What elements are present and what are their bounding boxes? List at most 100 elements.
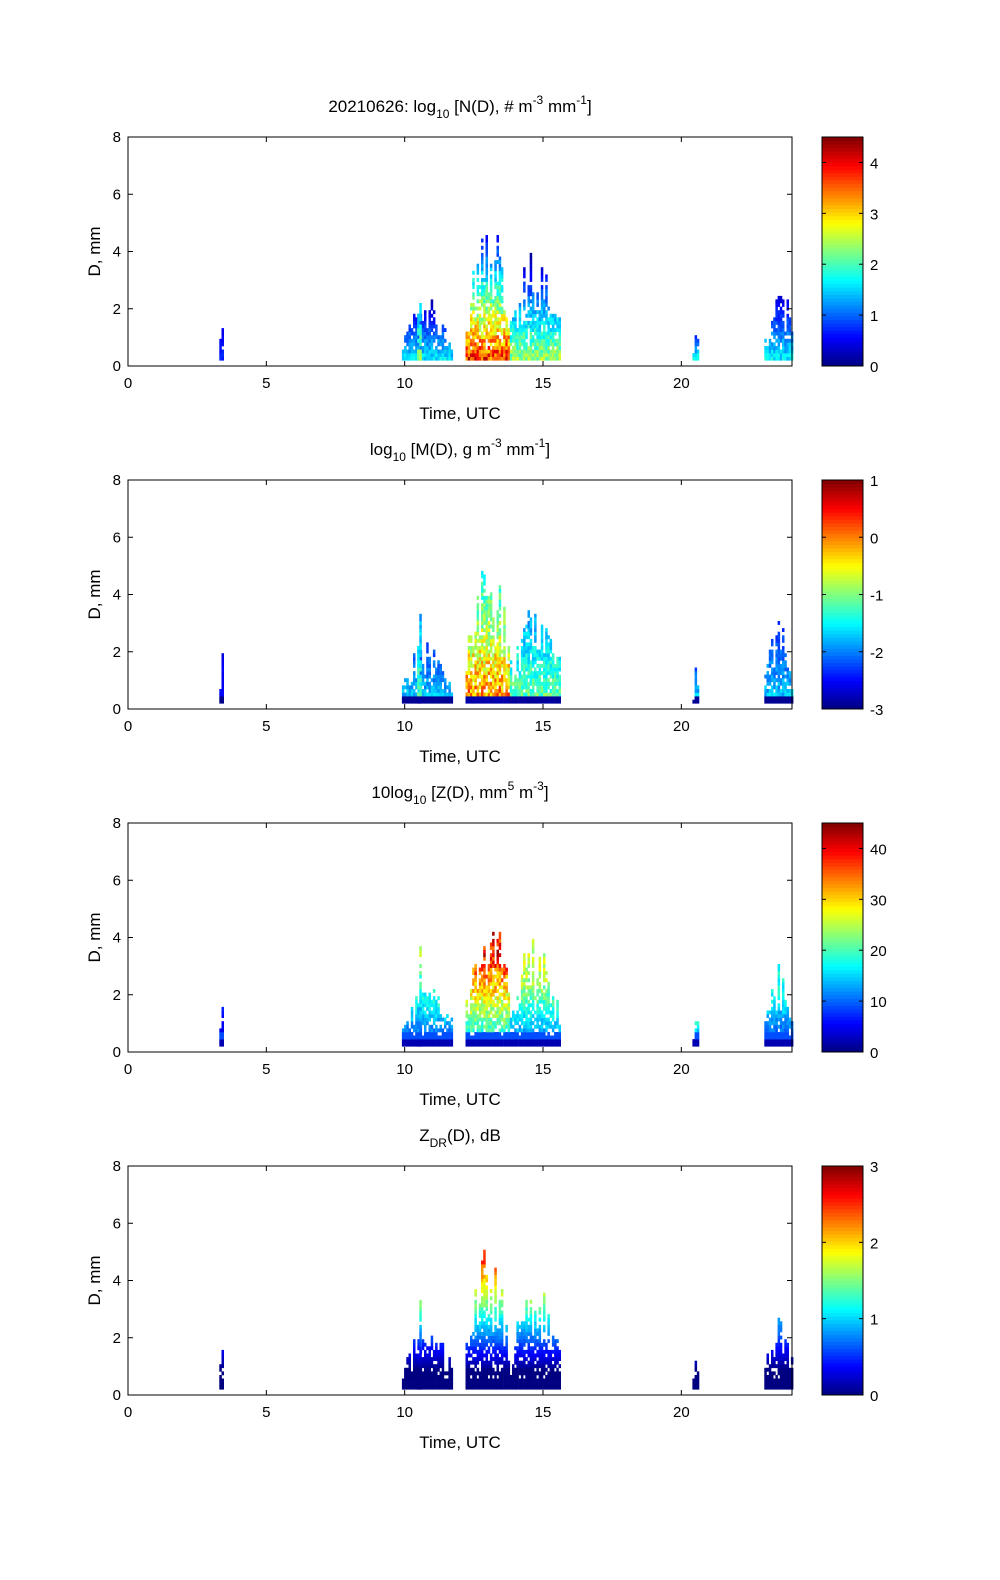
heatmap-cell [496, 1385, 499, 1390]
heatmap-cell [554, 1375, 557, 1379]
heatmap-cell [498, 978, 502, 983]
heatmap-cell [450, 356, 454, 361]
colorbar-segment [822, 1327, 863, 1332]
heatmap-cell [221, 1014, 224, 1018]
colorbar-segment [822, 1384, 863, 1389]
heatmap-cell [428, 1375, 431, 1379]
heatmap-cell [784, 1028, 787, 1033]
heatmap-cell [476, 313, 480, 318]
heatmap-cell [494, 281, 497, 286]
heatmap-cell [444, 692, 447, 697]
heatmap-cell [413, 1342, 416, 1347]
colorbar-segment [822, 519, 863, 524]
heatmap-cell [219, 356, 222, 361]
colorbar-segment [822, 255, 863, 260]
heatmap-cell [775, 1014, 778, 1018]
heatmap-cell [784, 1378, 787, 1383]
heatmap-cell [527, 1332, 530, 1336]
heatmap-cell [554, 685, 557, 690]
heatmap-cell [494, 274, 497, 279]
heatmap-cell [465, 696, 468, 700]
heatmap-cell [489, 967, 493, 972]
heatmap-cell [483, 656, 486, 661]
heatmap-cell [507, 674, 511, 679]
heatmap-cell [692, 1382, 695, 1386]
heatmap-cell [478, 292, 482, 297]
heatmap-cell [419, 999, 422, 1004]
heatmap-cell [777, 324, 781, 329]
heatmap-cell [512, 338, 515, 343]
heatmap-cell [534, 674, 537, 679]
heatmap-cell [478, 1328, 482, 1333]
heatmap-cell [485, 617, 488, 622]
heatmap-cell [419, 631, 422, 636]
heatmap-cell [424, 338, 427, 343]
colorbar-segment [822, 1352, 863, 1357]
heatmap-cell [536, 696, 539, 700]
colorbar-segment [822, 916, 863, 921]
heatmap-cell [525, 1332, 528, 1336]
heatmap-cell [439, 1014, 442, 1018]
heatmap-cell [782, 1003, 785, 1008]
heatmap-cell [421, 696, 425, 700]
heatmap-cell [516, 1335, 519, 1340]
heatmap-cell [437, 1035, 440, 1040]
heatmap-cell [786, 696, 789, 700]
heatmap-cell [496, 1357, 499, 1361]
heatmap-cell [498, 613, 502, 618]
heatmap-cell [470, 638, 473, 643]
heatmap-cell [536, 1042, 539, 1047]
heatmap-cell [525, 1375, 528, 1379]
heatmap-cell [779, 1032, 783, 1036]
heatmap-cell [520, 1032, 524, 1036]
heatmap-cell [498, 931, 502, 936]
heatmap-cell [514, 689, 517, 693]
heatmap-cell [410, 1382, 414, 1386]
heatmap-cell [512, 1364, 515, 1369]
heatmap-cell [500, 992, 504, 997]
heatmap-cell [773, 1014, 776, 1018]
heatmap-cell [520, 328, 524, 332]
heatmap-cell [489, 1017, 493, 1022]
heatmap-cell [485, 353, 488, 357]
heatmap-cell [494, 1339, 497, 1344]
colorbar-segment [822, 1169, 863, 1174]
heatmap-cell [467, 338, 471, 343]
heatmap-cell [221, 692, 224, 697]
colorbar-segment [822, 576, 863, 581]
heatmap-cell [219, 696, 222, 700]
heatmap-cell [419, 699, 422, 704]
heatmap-cell [692, 356, 695, 361]
heatmap-cell [419, 653, 422, 658]
heatmap-cell [556, 1382, 559, 1386]
heatmap-cell [782, 646, 785, 650]
heatmap-cell [408, 1360, 411, 1365]
heatmap-cell [419, 1039, 422, 1043]
heatmap-cell [547, 1328, 550, 1333]
heatmap-cell [426, 1039, 429, 1043]
heatmap-cell [694, 674, 698, 679]
heatmap-cell [474, 667, 477, 672]
heatmap-cell [531, 949, 535, 954]
heatmap-cell [492, 1371, 495, 1376]
heatmap-cell [441, 1364, 445, 1369]
heatmap-cell [419, 1028, 422, 1033]
colorbar-segment [822, 912, 863, 917]
heatmap-cell [485, 1382, 488, 1386]
heatmap-cell [540, 656, 544, 661]
heatmap-cell [472, 1332, 475, 1336]
heatmap-cell [768, 699, 772, 704]
heatmap-cell [518, 1346, 522, 1351]
heatmap-cell [470, 1003, 473, 1008]
heatmap-cell [470, 1335, 473, 1340]
heatmap-cell [779, 653, 783, 658]
heatmap-cell [771, 1032, 774, 1036]
heatmap-cell [543, 338, 546, 343]
heatmap-cell [538, 671, 542, 675]
heatmap-cell [782, 1021, 785, 1026]
heatmap-cell [494, 1346, 497, 1351]
heatmap-cell [768, 1039, 772, 1043]
heatmap-cells [219, 235, 794, 361]
heatmap-cell [523, 996, 526, 1001]
heatmap-cell [529, 267, 533, 272]
